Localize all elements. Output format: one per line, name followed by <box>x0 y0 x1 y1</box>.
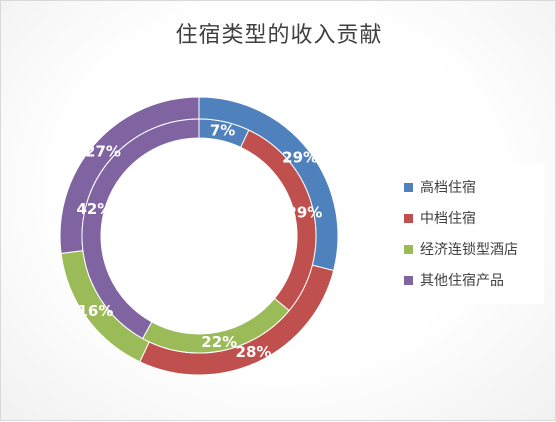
legend-item-other: 其他住宿产品 <box>404 269 504 291</box>
inner-ring-label-economy-chain: 22% <box>201 333 237 351</box>
legend-swatch <box>404 182 413 192</box>
inner-ring-label-other: 42% <box>76 200 112 218</box>
legend-label: 中档住宿 <box>420 211 476 227</box>
legend-label: 高档住宿 <box>420 180 476 196</box>
inner-ring-label-high-end: 7% <box>210 122 235 140</box>
legend-item-mid-range: 中档住宿 <box>404 207 476 229</box>
chart-title: 住宿类型的收入贡献 <box>175 23 383 48</box>
legend-label: 经济连锁型酒店 <box>420 242 518 258</box>
legend: 高档住宿 中档住宿 经济连锁型酒店 其他住宿产品 <box>394 164 544 304</box>
legend-swatch <box>404 244 413 254</box>
donut-labels: 29% 28% 16% 27% 7% 29% 22% 42% <box>76 122 322 361</box>
donut-slices <box>59 96 339 376</box>
legend-item-economy-chain: 经济连锁型酒店 <box>404 238 518 260</box>
outer-ring-label-other: 27% <box>85 142 121 160</box>
inner-ring-slice-other <box>81 118 200 340</box>
outer-ring-label-economy-chain: 16% <box>77 302 113 320</box>
inner-ring-label-mid-range: 29% <box>286 203 322 221</box>
outer-ring-label-mid-range: 28% <box>236 343 272 361</box>
legend-swatch <box>404 213 413 223</box>
legend-swatch <box>404 275 413 285</box>
outer-ring-label-high-end: 29% <box>282 149 318 167</box>
legend-item-high-end: 高档住宿 <box>404 176 476 198</box>
legend-label: 其他住宿产品 <box>420 273 504 289</box>
